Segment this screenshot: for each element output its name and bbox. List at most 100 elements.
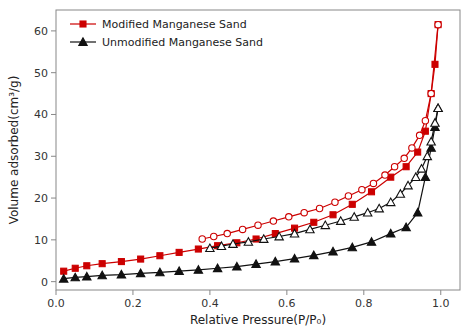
data-point: [61, 268, 67, 274]
y-tick-label: 60: [34, 25, 48, 38]
x-tick: [132, 290, 133, 295]
x-tick: [440, 290, 441, 295]
data-point: [252, 260, 260, 268]
legend-marker: [79, 38, 87, 46]
data-point: [401, 155, 407, 161]
x-tick: [56, 290, 57, 295]
data-point: [138, 256, 144, 262]
x-tick-label: 0.8: [355, 297, 373, 310]
data-point: [117, 270, 125, 278]
series-line: [210, 108, 438, 248]
y-tick-label: 50: [34, 67, 48, 80]
data-point: [417, 165, 425, 173]
data-point: [233, 262, 241, 270]
data-point: [330, 212, 336, 218]
data-point: [337, 217, 345, 225]
data-point: [321, 221, 329, 229]
data-point: [427, 137, 435, 145]
data-point: [83, 272, 91, 280]
series: [206, 104, 443, 252]
x-tick-label: 0.6: [278, 297, 296, 310]
x-tick-label: 0.0: [47, 297, 65, 310]
data-point: [349, 201, 355, 207]
data-point: [369, 189, 375, 195]
data-point: [413, 208, 421, 216]
legend: Modified Manganese Sand Unmodified Mangan…: [70, 18, 263, 49]
data-point: [391, 164, 397, 170]
data-point: [363, 208, 371, 216]
y-tick-label: 20: [34, 192, 48, 205]
data-point: [412, 173, 420, 181]
data-point: [350, 213, 358, 221]
y-axis-label: Volume adsorbed(cm³/g): [7, 76, 21, 225]
data-point: [156, 268, 164, 276]
x-tick-label: 0.4: [201, 297, 219, 310]
data-point: [387, 229, 395, 237]
data-point: [290, 254, 298, 262]
series-line: [202, 25, 438, 239]
series-line: [64, 108, 438, 279]
x-tick: [209, 290, 210, 295]
data-point: [359, 187, 365, 193]
series: [59, 104, 442, 282]
data-point: [435, 22, 441, 28]
data-point: [387, 198, 395, 206]
data-point: [255, 222, 261, 228]
data-point: [301, 209, 307, 215]
data-point: [239, 226, 245, 232]
y-tick: [51, 30, 56, 31]
data-point: [345, 193, 351, 199]
data-point: [157, 253, 163, 259]
legend-entry: Modified Manganese Sand: [102, 18, 247, 31]
chart: 0.00.20.40.60.81.00102030405060Relative …: [0, 0, 474, 332]
data-point: [290, 229, 298, 237]
x-tick-label: 1.0: [432, 297, 450, 310]
data-point: [59, 275, 67, 283]
data-point: [306, 225, 314, 233]
data-point: [224, 230, 230, 236]
data-point: [432, 61, 438, 67]
y-tick: [51, 156, 56, 157]
data-point: [404, 181, 412, 189]
axes: 0.00.20.40.60.81.00102030405060: [34, 25, 450, 310]
data-point: [422, 118, 428, 124]
legend-entry: Unmodified Manganese Sand: [102, 36, 263, 49]
data-point: [434, 104, 442, 112]
x-tick: [286, 290, 287, 295]
data-point: [72, 265, 78, 271]
y-tick-label: 40: [34, 108, 48, 121]
data-point: [431, 119, 439, 127]
data-point: [396, 190, 404, 198]
y-tick: [51, 281, 56, 282]
plot-frame: [56, 10, 460, 290]
data-point: [175, 267, 183, 275]
data-area: [59, 21, 442, 282]
data-point: [260, 235, 268, 243]
data-point: [367, 238, 375, 246]
data-point: [229, 240, 237, 248]
data-point: [98, 271, 106, 279]
data-point: [217, 242, 225, 250]
data-point: [416, 132, 422, 138]
y-tick-label: 30: [34, 150, 48, 163]
data-point: [375, 204, 383, 212]
data-point: [176, 249, 182, 255]
data-point: [423, 152, 431, 160]
series: [199, 21, 441, 242]
data-point: [316, 205, 322, 211]
data-point: [402, 223, 410, 231]
x-tick-label: 0.2: [124, 297, 142, 310]
data-point: [270, 218, 276, 224]
series-line: [64, 25, 438, 272]
data-point: [434, 104, 442, 112]
data-point: [286, 214, 292, 220]
data-point: [99, 261, 105, 267]
data-point: [244, 238, 252, 246]
y-tick-label: 0: [41, 276, 48, 289]
data-point: [275, 232, 283, 240]
data-point: [199, 236, 205, 242]
x-axis-label: Relative Pressure(P/P₀): [190, 313, 326, 327]
data-point: [194, 266, 202, 274]
data-point: [271, 257, 279, 265]
data-point: [211, 233, 217, 239]
